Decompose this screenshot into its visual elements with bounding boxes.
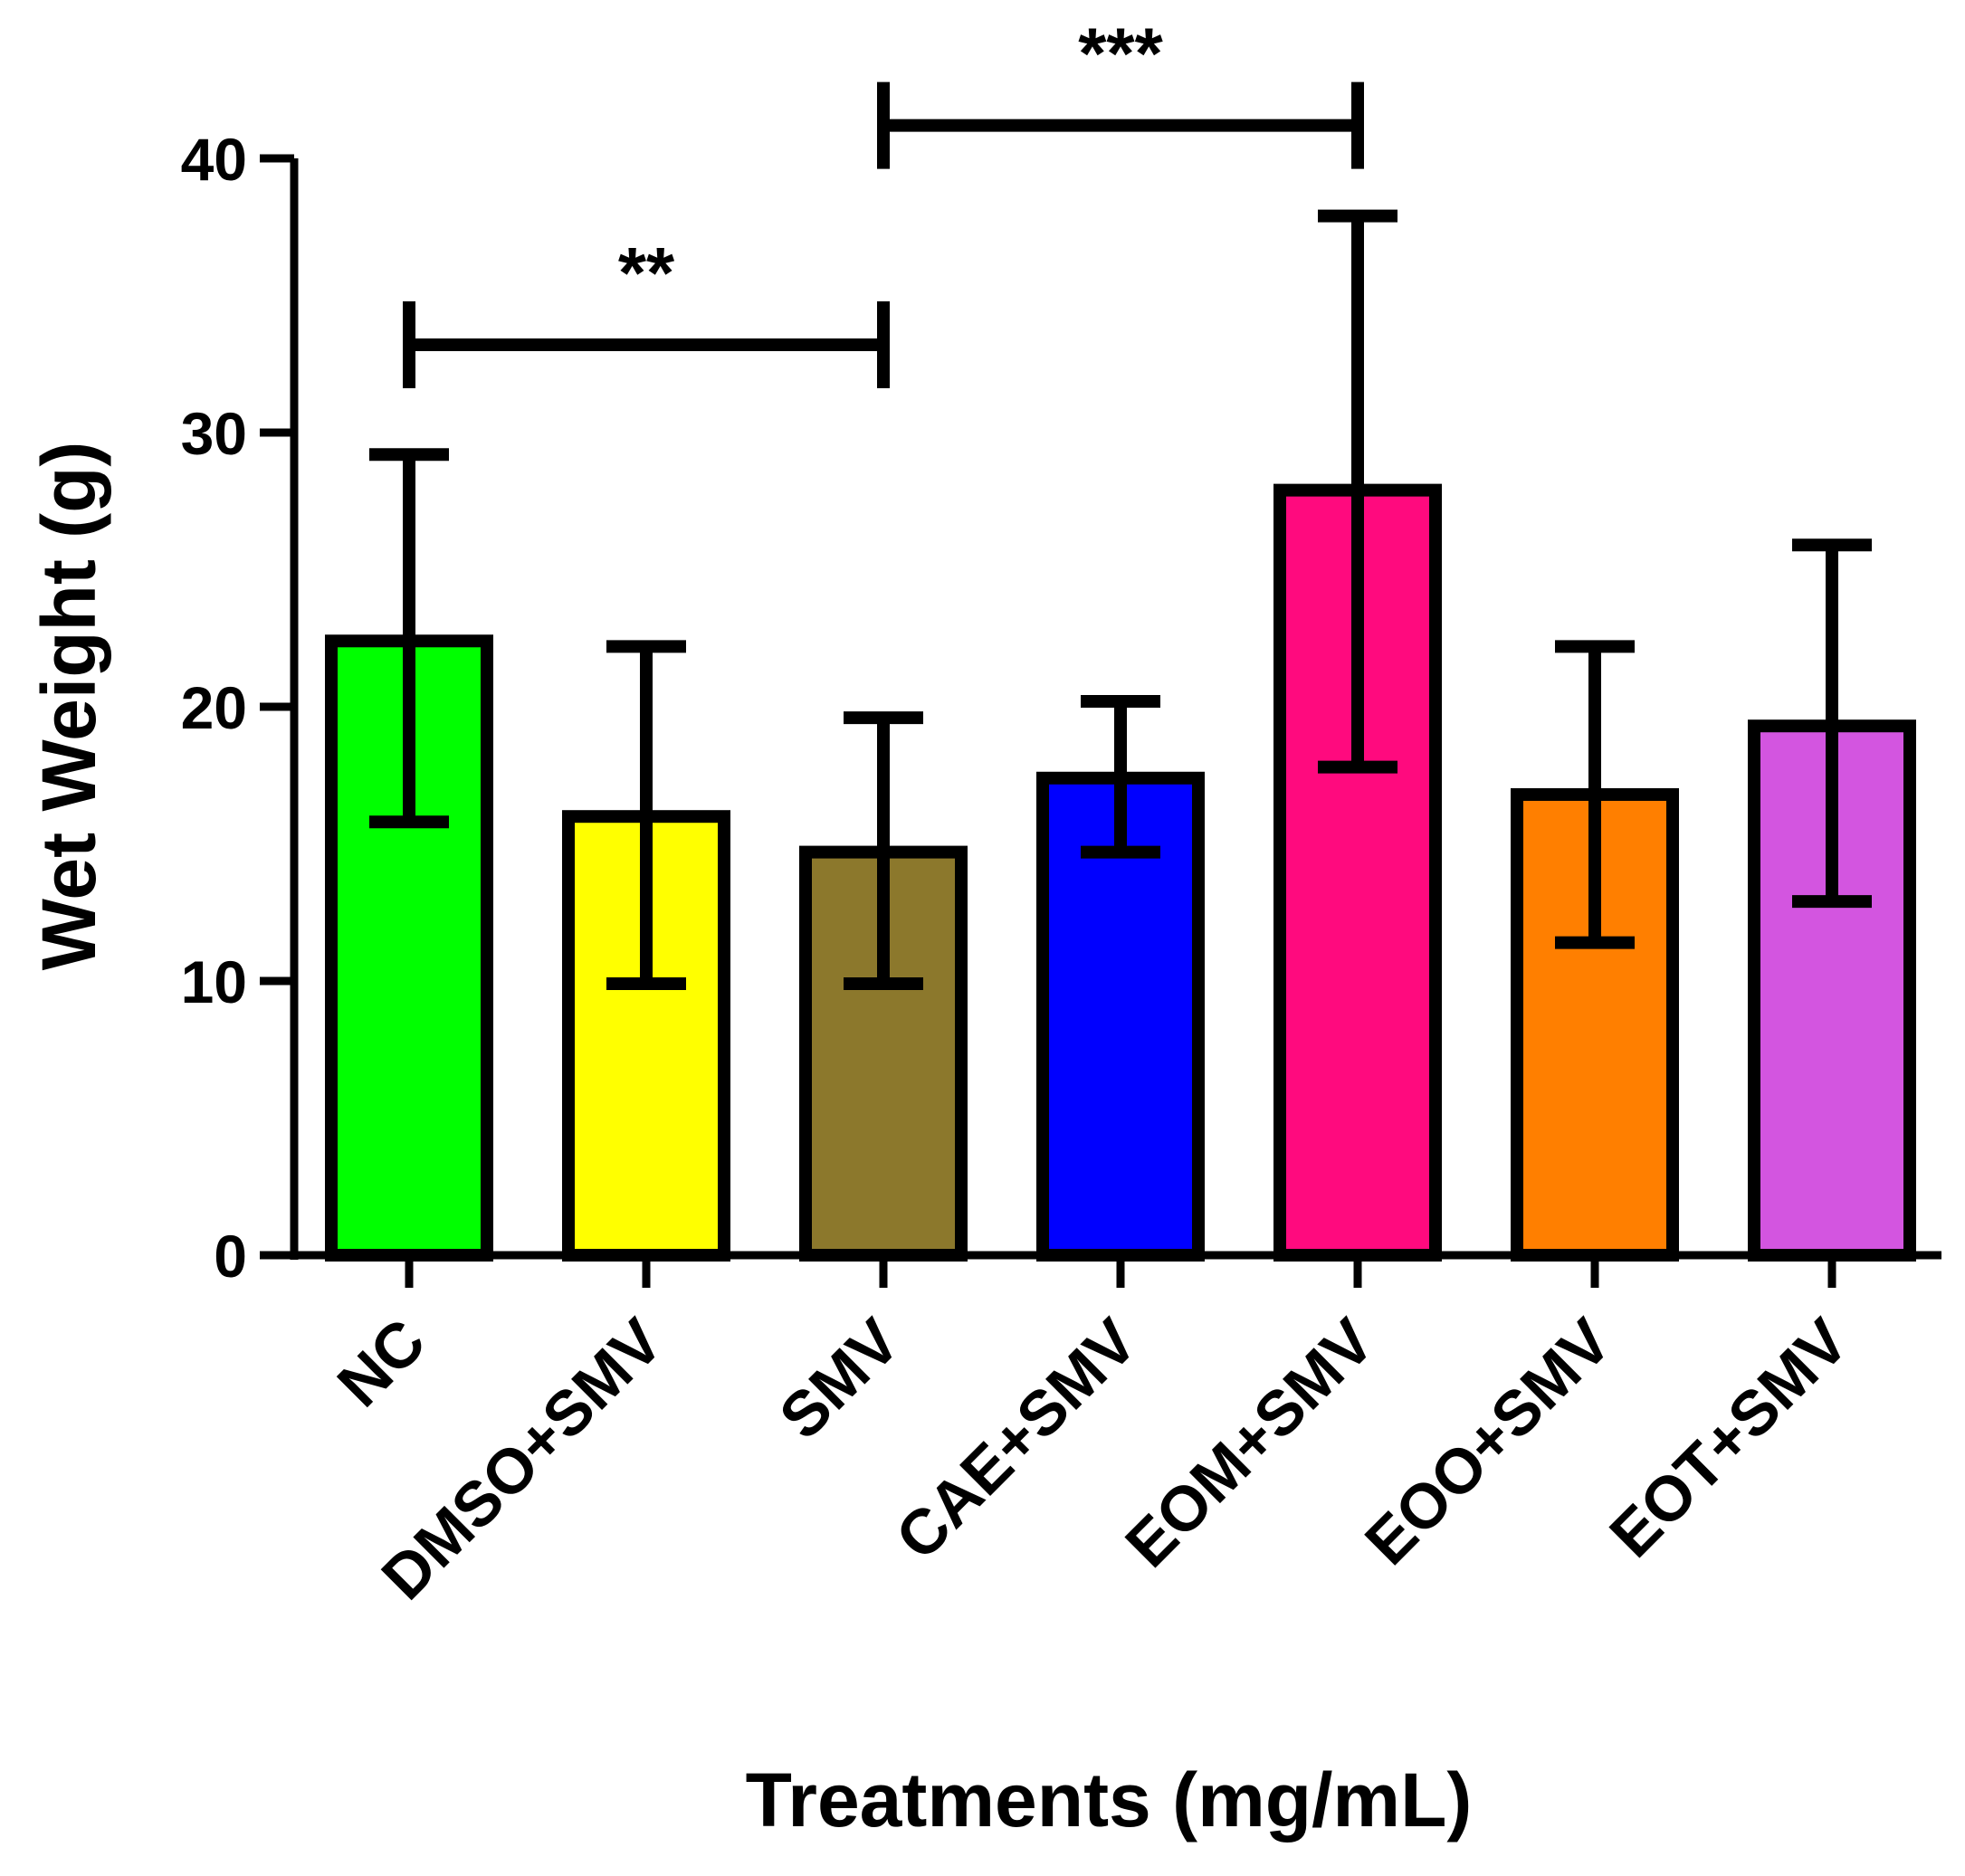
x-axis-title: Treatments (mg/mL) <box>746 1757 1473 1843</box>
y-tick-label: 40 <box>181 126 247 193</box>
y-tick-label: 0 <box>214 1223 247 1290</box>
y-tick-label: 20 <box>181 674 247 741</box>
significance-layer: ***** <box>403 14 1364 389</box>
y-tick-label: 10 <box>181 948 247 1015</box>
bars-layer <box>325 483 1916 1262</box>
axes-layer <box>260 154 1941 1288</box>
x-tick-label: EOM+SMV <box>1112 1305 1388 1580</box>
x-tick-label: NC <box>324 1305 439 1420</box>
error-bars-layer <box>369 209 1872 991</box>
x-tick-label: SMV <box>766 1305 913 1452</box>
y-tick-label: 30 <box>181 400 247 467</box>
significance-label: *** <box>1078 14 1163 94</box>
x-tick-label: CAE+SMV <box>882 1305 1150 1573</box>
significance-label: ** <box>618 233 675 313</box>
bar-cae-smv <box>1036 771 1205 1262</box>
x-tick-label: EOO+SMV <box>1351 1305 1625 1578</box>
y-axis-title: Wet Weight (g) <box>26 442 111 971</box>
x-tick-label: EOT+SMV <box>1597 1305 1862 1570</box>
